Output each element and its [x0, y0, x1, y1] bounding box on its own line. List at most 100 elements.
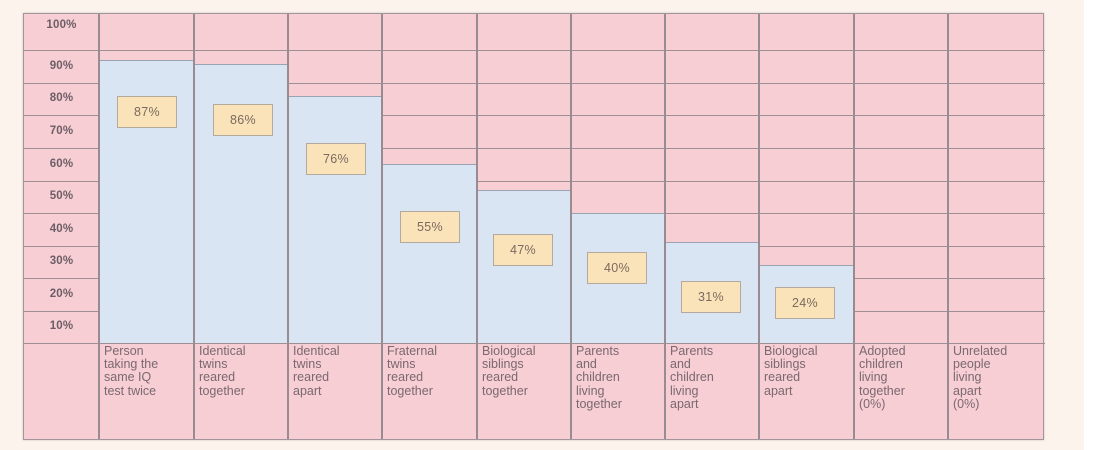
gridline: [854, 246, 948, 247]
gridline: [759, 181, 854, 182]
gridline: [24, 213, 99, 214]
category-label: Biological siblings reared together: [482, 344, 536, 398]
column-divider: [287, 14, 289, 439]
gridline: [24, 115, 99, 116]
column-divider: [664, 14, 666, 439]
gridline: [288, 50, 382, 51]
gridline: [948, 83, 1045, 84]
gridline: [948, 311, 1045, 312]
gridline: [665, 213, 759, 214]
gridline: [477, 343, 571, 344]
y-tick-label: 10%: [49, 320, 74, 332]
bar: [382, 164, 477, 343]
y-tick-label: 80%: [49, 92, 74, 104]
value-label-box: 47%: [493, 234, 553, 266]
gridline: [854, 343, 948, 344]
gridline: [948, 148, 1045, 149]
gridline: [24, 311, 99, 312]
gridline: [99, 50, 194, 51]
iq-correlation-chart: 100% 90% 80% 70% 60% 50% 40% 30% 20% 10% 87% 86% 76…: [23, 13, 1045, 440]
gridline: [854, 181, 948, 182]
column-divider: [570, 14, 572, 439]
y-tick-label: 50%: [49, 190, 74, 202]
gridline: [759, 115, 854, 116]
value-label-box: 55%: [400, 211, 460, 243]
gridline: [759, 83, 854, 84]
category-label: Identical twins reared apart: [293, 344, 340, 398]
gridline: [759, 148, 854, 149]
gridline: [477, 148, 571, 149]
gridline: [759, 213, 854, 214]
gridline: [477, 83, 571, 84]
gridline: [759, 50, 854, 51]
gridline: [194, 50, 288, 51]
gridline: [99, 343, 194, 344]
gridline: [382, 148, 477, 149]
gridline: [665, 343, 759, 344]
value-label-box: 76%: [306, 143, 366, 175]
gridline: [382, 83, 477, 84]
y-tick-label: 40%: [49, 222, 74, 235]
y-tick-label: 60%: [49, 157, 74, 170]
gridline: [571, 343, 665, 344]
category-label: Identical twins reared together: [199, 344, 246, 398]
gridline: [854, 50, 948, 51]
gridline: [665, 115, 759, 116]
gridline: [382, 115, 477, 116]
y-tick-label: 30%: [49, 255, 74, 267]
column-divider: [853, 14, 855, 439]
gridline: [382, 343, 477, 344]
bar: [477, 190, 571, 343]
gridline: [24, 278, 99, 279]
gridline: [24, 343, 99, 344]
gridline: [665, 50, 759, 51]
gridline: [24, 50, 99, 51]
value-label-box: 31%: [681, 281, 741, 313]
gridline: [24, 83, 99, 84]
column-divider: [98, 14, 100, 439]
category-label: Fraternal twins reared together: [387, 344, 438, 398]
gridline: [288, 83, 382, 84]
gridline: [948, 246, 1045, 247]
category-label: Biological siblings reared apart: [764, 344, 818, 398]
gridline: [477, 115, 571, 116]
gridline: [948, 278, 1045, 279]
gridline: [759, 246, 854, 247]
gridline: [948, 343, 1045, 344]
column-divider: [476, 14, 478, 439]
gridline: [948, 50, 1045, 51]
gridline: [948, 213, 1045, 214]
gridline: [477, 181, 571, 182]
gridline: [382, 50, 477, 51]
column-divider: [381, 14, 383, 439]
gridline: [24, 246, 99, 247]
gridline: [477, 50, 571, 51]
gridline: [854, 148, 948, 149]
bar: [288, 96, 382, 343]
gridline: [24, 148, 99, 149]
value-label-box: 86%: [213, 104, 273, 136]
gridline: [854, 278, 948, 279]
gridline: [665, 83, 759, 84]
gridline: [571, 83, 665, 84]
gridline: [571, 50, 665, 51]
category-label: Parents and children living apart: [670, 344, 714, 411]
gridline: [571, 115, 665, 116]
gridline: [854, 83, 948, 84]
category-label: Unrelated people living apart (0%): [953, 344, 1008, 411]
y-tick-label: 20%: [49, 287, 74, 300]
gridline: [854, 311, 948, 312]
value-label-box: 40%: [587, 252, 647, 284]
gridline: [759, 343, 854, 344]
gridline: [288, 343, 382, 344]
value-label-box: 87%: [117, 96, 177, 128]
column-divider: [947, 14, 949, 439]
gridline: [854, 213, 948, 214]
category-label: Person taking the same IQ test twice: [104, 344, 159, 398]
gridline: [665, 181, 759, 182]
column-divider: [758, 14, 760, 439]
gridline: [948, 115, 1045, 116]
gridline: [571, 181, 665, 182]
gridline: [665, 148, 759, 149]
gridline: [571, 148, 665, 149]
